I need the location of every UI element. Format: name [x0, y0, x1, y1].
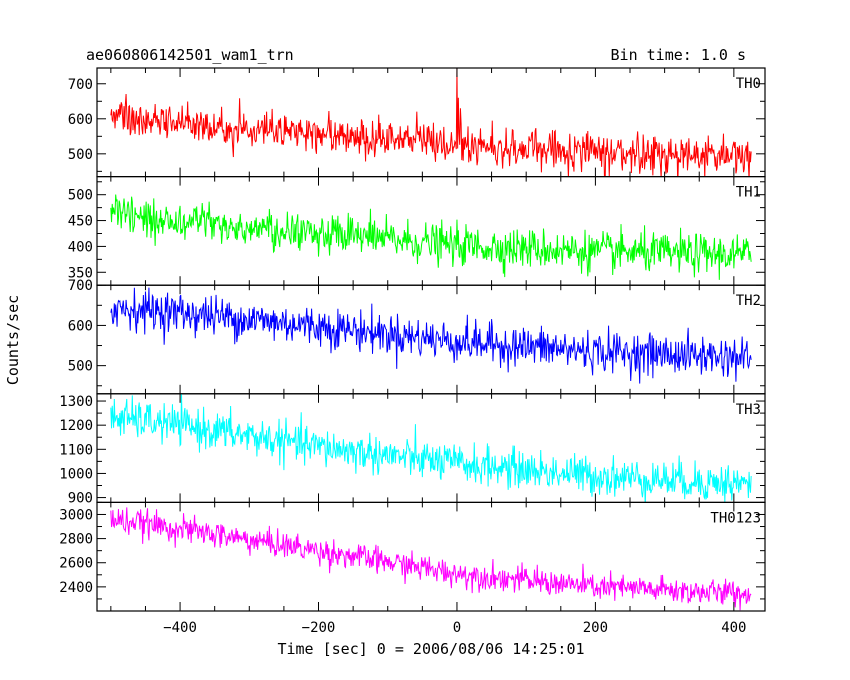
panel-th0123: 2400 2600 2800 3000 TH0123: [59, 501, 766, 612]
x-tick-label: 200: [583, 620, 608, 636]
y-tick-label: 500: [68, 359, 93, 375]
y-tick-label: 350: [68, 265, 93, 281]
y-tick-label: 2800: [59, 532, 93, 548]
series-line-th2: [110, 287, 752, 384]
y-tick-label: 500: [68, 188, 93, 204]
series-line-th0123: [110, 507, 752, 611]
panel-label-th0123: TH0123: [710, 510, 761, 526]
y-tick-label: 500: [68, 147, 93, 163]
x-tick-label: 0: [453, 620, 461, 636]
bin-time-label: Bin time: 1.0 s: [611, 46, 746, 64]
x-axis-label: Time [sec] 0 = 2006/08/06 14:25:01: [277, 640, 584, 658]
panel-label-th3: TH3: [736, 402, 761, 418]
y-tick-label: 600: [68, 112, 93, 128]
y-tick-label: 1100: [59, 442, 93, 458]
series-line-th0: [110, 68, 752, 177]
series-line-th1: [110, 194, 752, 280]
y-tick-label: 2600: [59, 556, 93, 572]
series-line-th3: [110, 393, 752, 503]
panels-group: 500 600 700 TH0 350 400 450 500 TH1 500 600 700 TH2 9…: [59, 67, 766, 612]
x-axis: −400 −200 0 200 400: [163, 620, 746, 636]
panel-th2: 500 600 700 TH2: [68, 278, 766, 395]
y-tick-label: 600: [68, 318, 93, 334]
y-tick-label: 1300: [59, 394, 93, 410]
y-tick-label: 900: [68, 491, 93, 507]
y-tick-label: 2400: [59, 580, 93, 596]
y-tick-label: 3000: [59, 507, 93, 523]
panel-th1: 350 400 450 500 TH1: [68, 176, 766, 286]
y-tick-label: 400: [68, 239, 93, 255]
x-tick-label: −400: [163, 620, 197, 636]
panel-label-th2: TH2: [736, 293, 761, 309]
panel-th3: 900 1000 1100 1200 1300 TH3: [59, 393, 766, 507]
panel-label-th1: TH1: [736, 185, 761, 201]
y-tick-label: 450: [68, 214, 93, 230]
panel-frame: [96, 501, 766, 612]
x-tick-label: −200: [302, 620, 336, 636]
panel-label-th0: TH0: [736, 76, 761, 92]
panel-frame: [96, 176, 766, 286]
y-tick-label: 700: [68, 278, 93, 294]
panel-th0: 500 600 700 TH0: [68, 67, 766, 178]
panel-frame: [96, 393, 766, 503]
y-tick-label: 700: [68, 77, 93, 93]
y-axis-label: Counts/sec: [4, 295, 22, 385]
chart-title: ae060806142501_wam1_trn: [86, 46, 294, 64]
y-tick-label: 1200: [59, 418, 93, 434]
x-tick-label: 400: [721, 620, 746, 636]
y-tick-label: 1000: [59, 466, 93, 482]
